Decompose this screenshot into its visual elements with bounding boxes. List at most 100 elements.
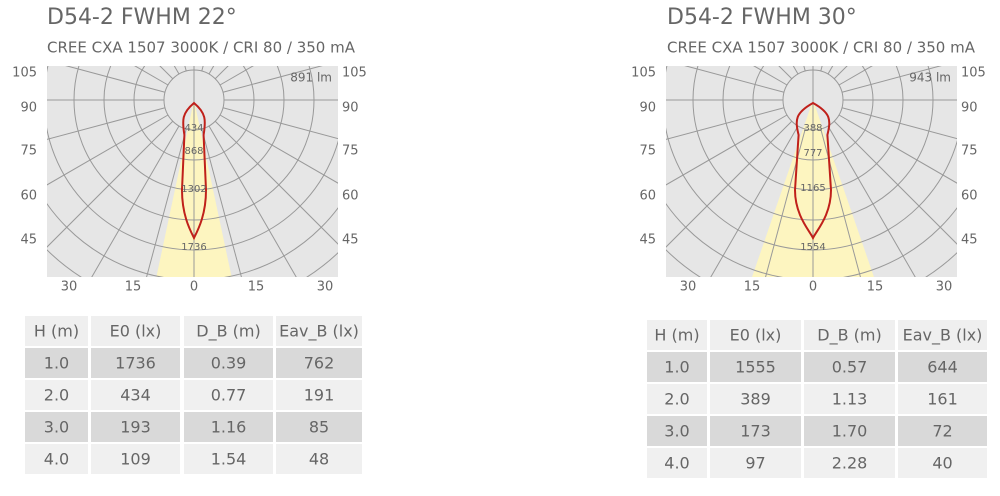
table-cell (898, 384, 987, 414)
polar-ray (219, 114, 338, 184)
table-value: 3.0 (44, 418, 69, 437)
lumens: 891 lm (290, 71, 332, 85)
bottom-label: 30 (61, 280, 78, 295)
table-header: E0 (lx) (730, 326, 782, 345)
table-cell (276, 348, 362, 378)
angle-label: 90 (961, 101, 978, 116)
angle-label: 45 (961, 233, 978, 248)
table-cell (898, 416, 987, 446)
table-cell (276, 444, 362, 474)
polar-ray (666, 120, 793, 248)
table-header: H (m) (654, 326, 699, 345)
ring-label: 388 (803, 123, 822, 134)
table-cell (25, 444, 88, 474)
table-value: 1.16 (211, 418, 247, 437)
table-header: H (m) (34, 322, 79, 341)
table-value: 1555 (735, 358, 776, 377)
bottom-label: 15 (125, 280, 142, 295)
bottom-label: 30 (317, 280, 334, 295)
bottom-label: 30 (936, 280, 953, 295)
polar-ray (833, 120, 957, 245)
angle-label: 75 (342, 144, 359, 159)
angle-label: 60 (342, 189, 359, 204)
table-cell (276, 316, 362, 346)
angle-label: 75 (20, 144, 37, 159)
table-value: 193 (120, 418, 151, 437)
table-value: 762 (304, 354, 335, 373)
polar-ray (765, 128, 806, 277)
subtitle: CREE CXA 1507 3000K / CRI 80 / 350 mA (47, 39, 356, 57)
table-value: 161 (927, 390, 958, 409)
table-value: 2.0 (44, 386, 69, 405)
table-header: Eav_B (lx) (903, 326, 983, 346)
polar-ray (208, 125, 297, 277)
polar-ray (841, 66, 942, 93)
table-value: 0.77 (211, 386, 247, 405)
table-value: 4.0 (44, 450, 69, 469)
bottom-label: 15 (248, 280, 265, 295)
table-header: D_B (m) (196, 322, 260, 342)
polar-ray (65, 66, 166, 93)
table-cell (91, 380, 180, 410)
angle-label: 105 (342, 66, 367, 81)
table-value: 173 (740, 422, 771, 441)
subtitle: CREE CXA 1507 3000K / CRI 80 / 350 mA (667, 39, 976, 57)
polar-ray (710, 125, 799, 277)
table-cell (647, 448, 707, 478)
angle-label: 105 (12, 66, 37, 81)
table-cell (804, 416, 895, 446)
angle-label: 60 (639, 189, 656, 204)
table-value: 644 (927, 358, 958, 377)
intensity-curve (793, 101, 833, 241)
polar-ray (47, 107, 166, 140)
ring-label: 434 (184, 123, 203, 134)
angle-label: 75 (961, 144, 978, 159)
bottom-label: 0 (190, 280, 198, 295)
table-cell (184, 412, 273, 442)
table-value: 1.0 (44, 354, 69, 373)
table-cell (710, 352, 801, 382)
polar-ray (666, 107, 785, 140)
table-cell (276, 380, 362, 410)
angle-label: 45 (20, 233, 37, 248)
angle-label: 105 (961, 66, 986, 81)
angle-label: 60 (961, 189, 978, 204)
angle-label: 75 (639, 144, 656, 159)
polar-ray (91, 125, 180, 277)
table-cell (647, 416, 707, 446)
table-cell (91, 444, 180, 474)
polar-ray (47, 114, 169, 186)
table-cell (184, 444, 273, 474)
table-cell (91, 412, 180, 442)
polar-ray (222, 66, 323, 93)
bottom-label: 15 (867, 280, 884, 295)
table-cell (91, 348, 180, 378)
table-value: 1.0 (664, 358, 689, 377)
table-cell (710, 448, 801, 478)
table-cell (898, 448, 987, 478)
table-cell (184, 316, 273, 346)
polar-ray (820, 128, 861, 277)
polar-ray (201, 128, 242, 277)
bottom-label: 30 (680, 280, 697, 295)
table-cell (898, 320, 987, 350)
ring-label: 1302 (181, 184, 206, 195)
table-value: 2.0 (664, 390, 689, 409)
angle-label: 45 (342, 233, 359, 248)
polar-ray (684, 66, 785, 93)
table-cell (25, 348, 88, 378)
table-cell (710, 384, 801, 414)
bottom-label: 0 (809, 280, 817, 295)
polar-ray (214, 120, 338, 245)
table-cell (710, 416, 801, 446)
table-cell (184, 348, 273, 378)
table-cell (804, 448, 895, 478)
polar-ray (841, 107, 957, 140)
table-cell (25, 316, 88, 346)
table-value: 434 (120, 386, 151, 405)
table-cell (804, 320, 895, 350)
bottom-label: 15 (744, 280, 761, 295)
table-cell (25, 380, 88, 410)
polar-ray (666, 114, 788, 186)
